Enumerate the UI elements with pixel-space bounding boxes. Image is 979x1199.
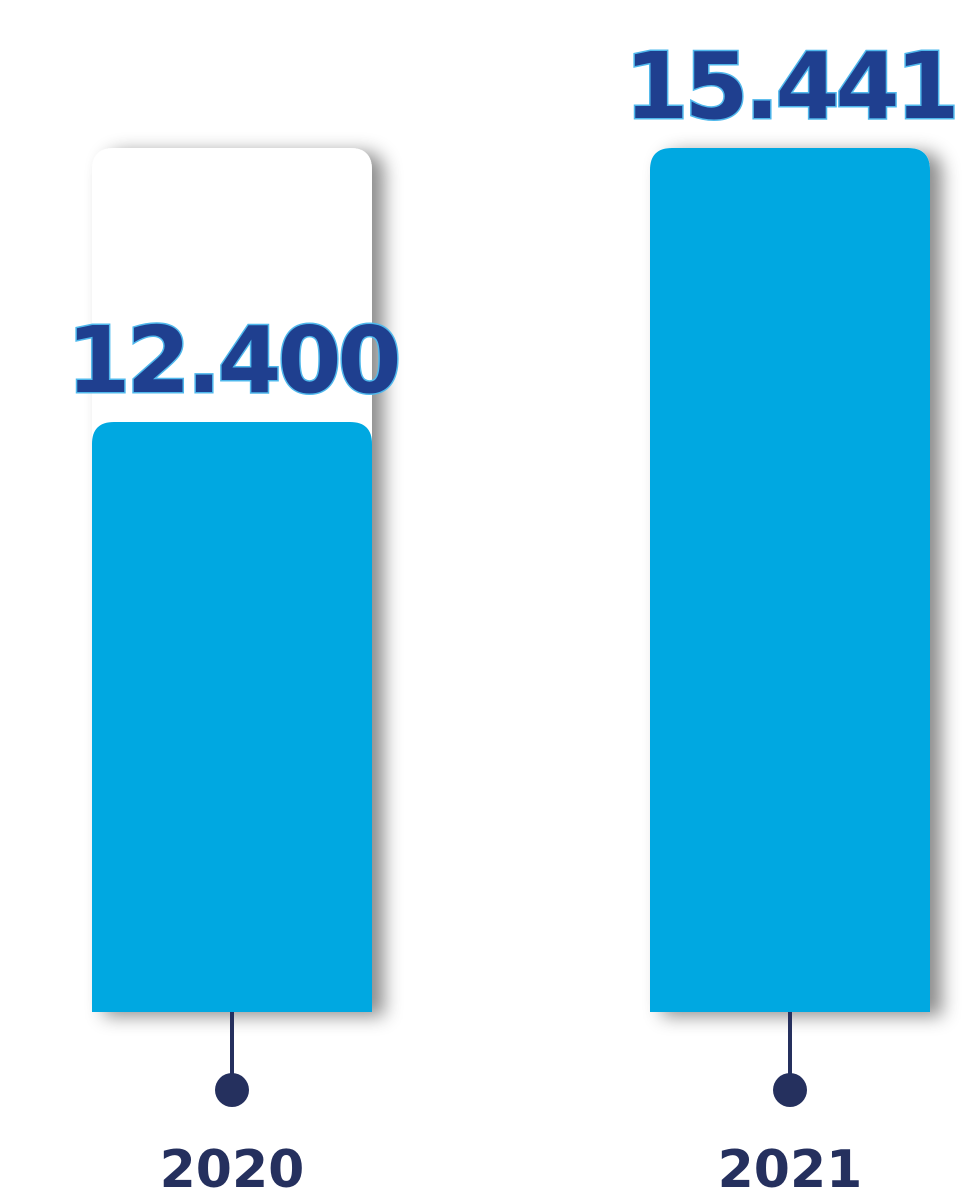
- stem-dot: [215, 1073, 249, 1107]
- stem-dot: [773, 1073, 807, 1107]
- bar: [650, 148, 930, 1012]
- value-label: 12.400: [66, 307, 397, 414]
- x-tick-label: 2021: [718, 1140, 863, 1199]
- bar: [92, 421, 372, 1012]
- x-tick-label: 2020: [160, 1140, 305, 1199]
- value-label: 15.441: [624, 33, 955, 140]
